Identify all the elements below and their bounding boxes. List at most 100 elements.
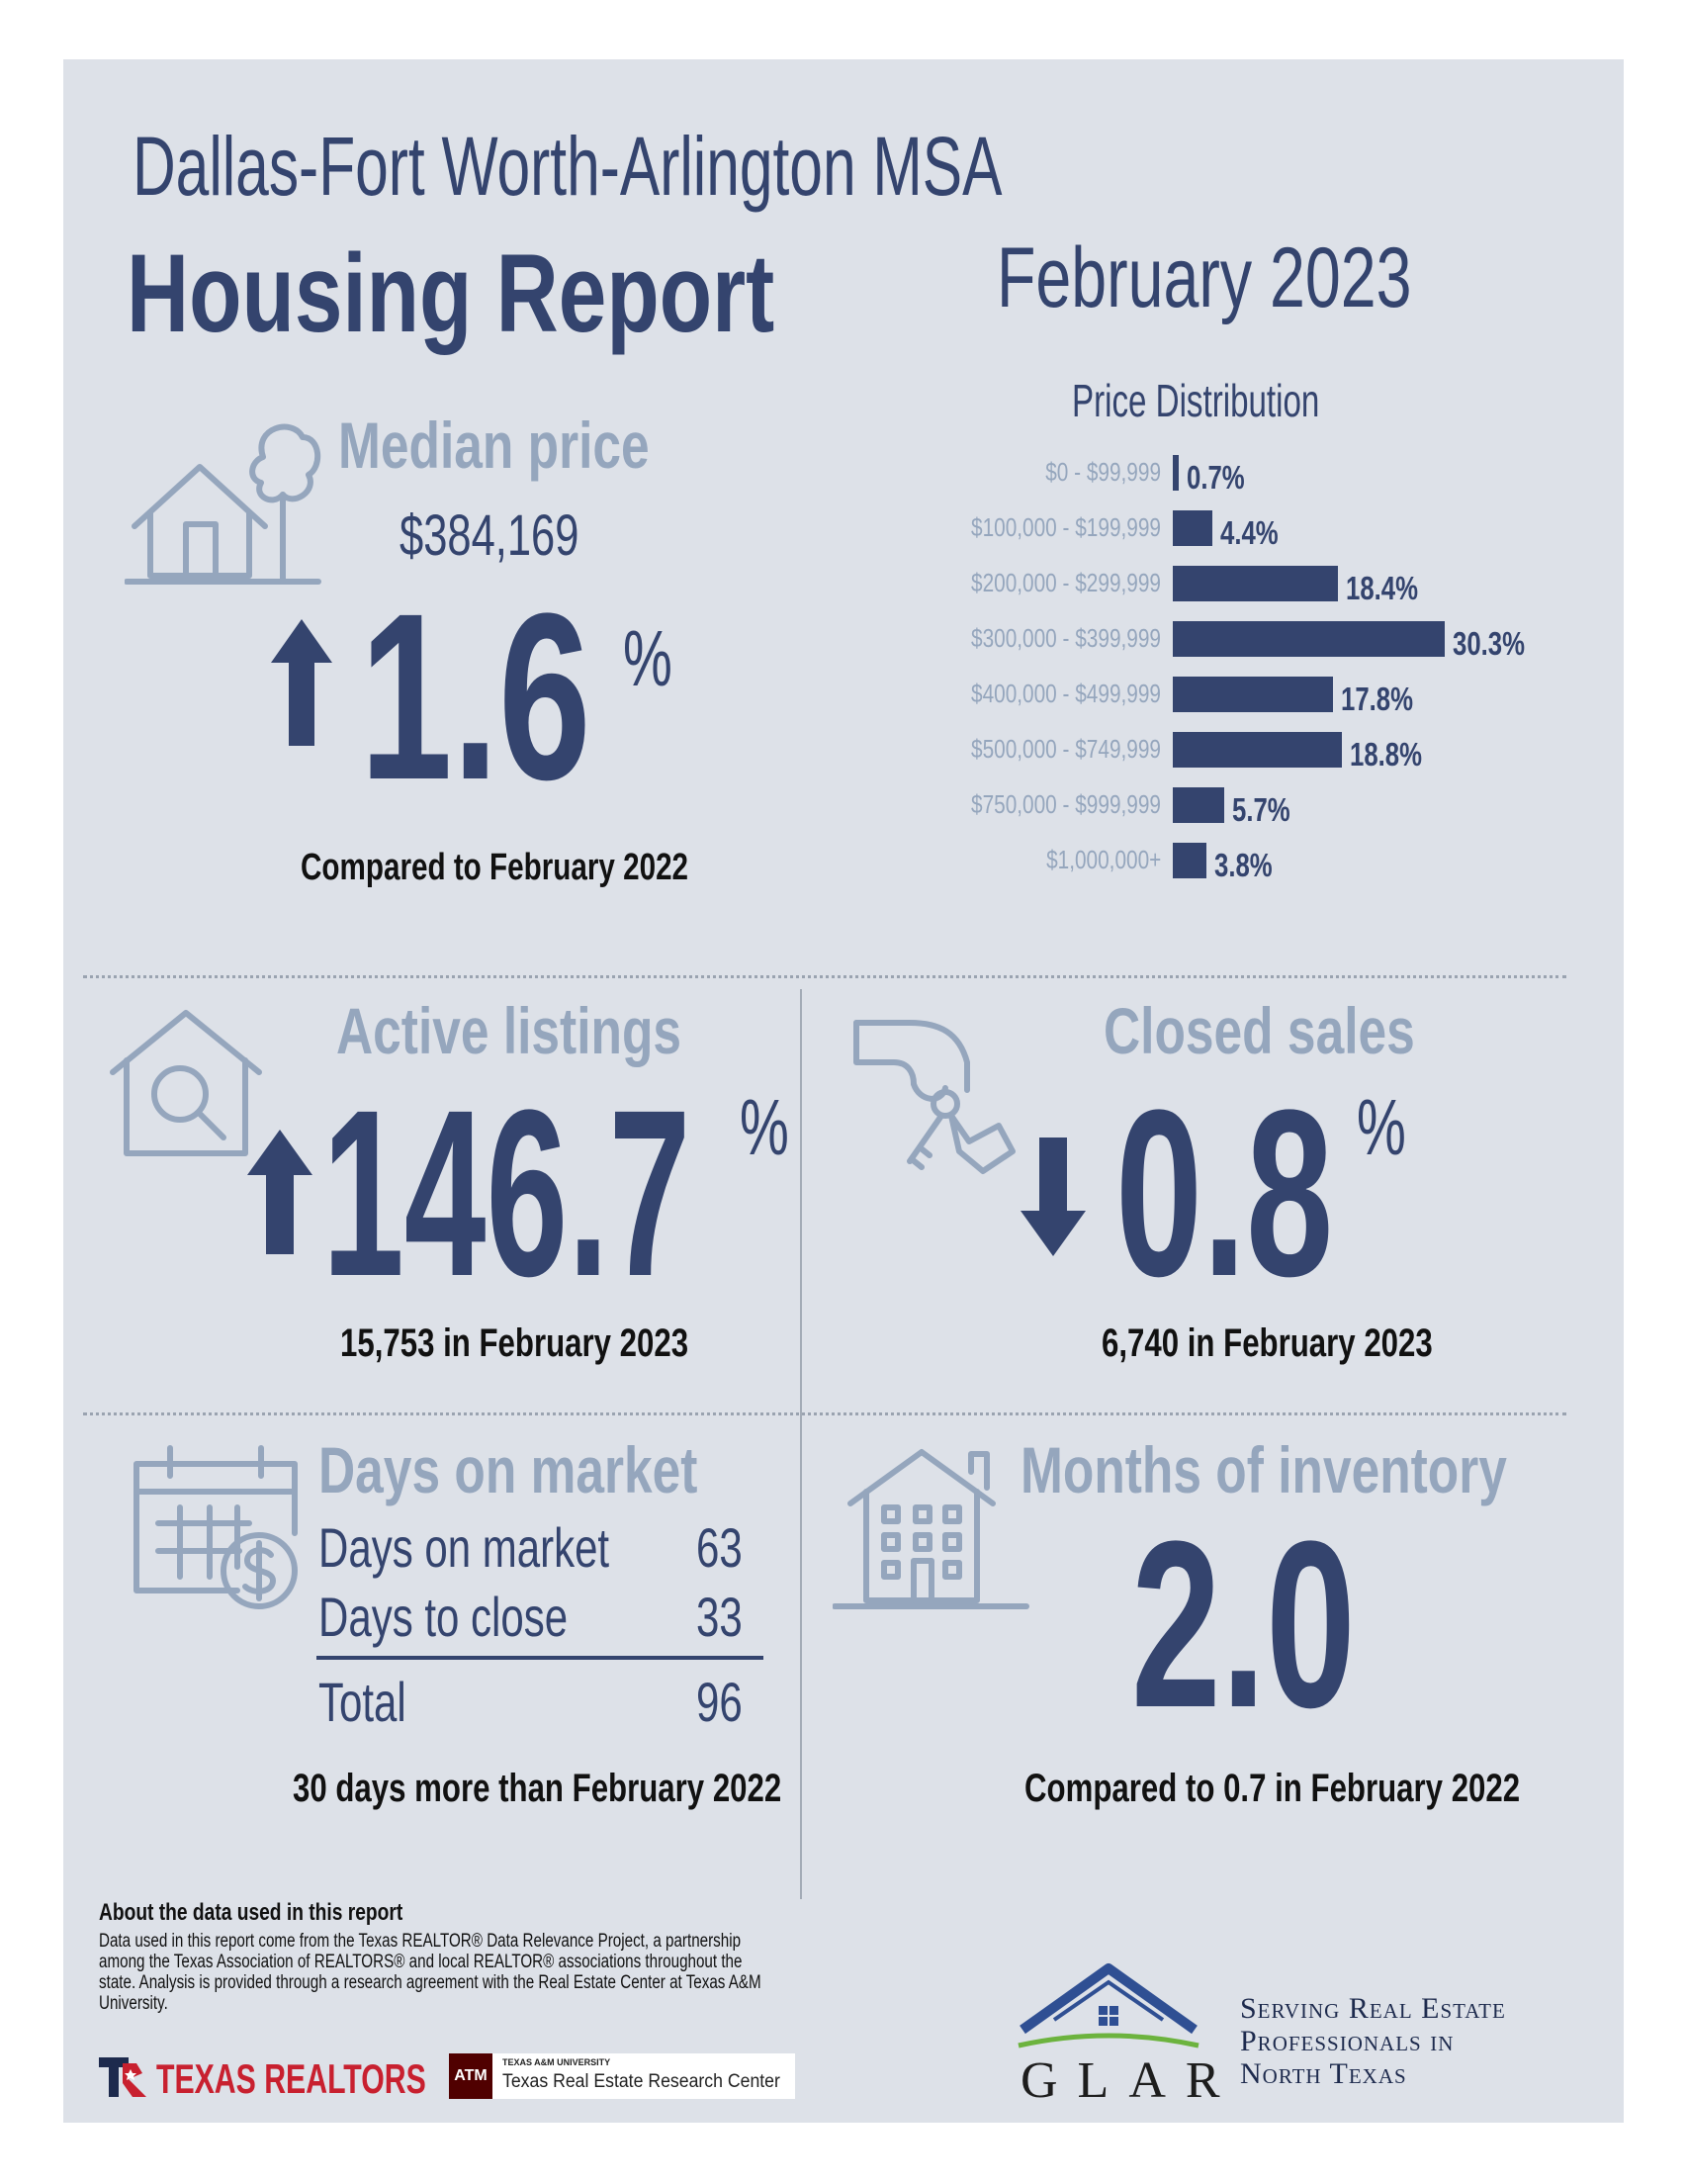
median-price-label: Median price <box>338 409 650 482</box>
report-title: Housing Report <box>127 231 775 355</box>
price-bar-value: 30.3% <box>1453 625 1525 662</box>
price-category-label: $1,000,000+ <box>1045 845 1161 874</box>
dom-label-wrap: Days on market <box>318 1432 805 1507</box>
about-text: Data used in this report come from the T… <box>99 1931 761 2014</box>
price-category-label: $200,000 - $299,999 <box>971 568 1161 597</box>
price-bar-value: 5.7% <box>1231 791 1290 828</box>
active-unit-wrap: % <box>740 1082 810 1173</box>
price-category-label: $0 - $99,999 <box>1045 457 1161 487</box>
about-title: About the data used in this report <box>99 1899 403 1926</box>
dom-row-1-value-wrap: 63 <box>696 1515 757 1580</box>
glar-tagline-line: Serving Real Estate <box>1240 1992 1506 2025</box>
price-bar <box>1173 677 1333 712</box>
price-category-label: $400,000 - $499,999 <box>971 679 1161 708</box>
active-label-wrap: Active listings <box>336 993 778 1068</box>
house-tree-icon <box>125 417 322 586</box>
chart-title: Price Distribution <box>1072 375 1320 426</box>
median-note: Compared to February 2022 <box>301 847 689 888</box>
median-change-value: 1.6 <box>360 564 591 829</box>
active-listings-label: Active listings <box>336 994 682 1067</box>
region-title: Dallas-Fort Worth-Arlington MSA <box>133 120 1003 213</box>
median-unit-wrap: % <box>623 613 693 704</box>
divider-top <box>83 975 1566 978</box>
texas-realtors-wordmark: TEXAS REALTORS <box>156 2055 426 2102</box>
price-bar <box>1173 732 1342 768</box>
calendar-dollar-icon <box>131 1444 309 1622</box>
price-distribution-chart: $0 - $99,999 0.7% $100,000 - $199,999 4.4% $… <box>607 455 1596 950</box>
arrow-down-icon <box>1021 1138 1086 1256</box>
glar-tagline: Serving Real Estate Professionals in Nor… <box>1240 1992 1506 2090</box>
price-bar-value: 17.8% <box>1340 681 1413 717</box>
arrow-up-icon <box>271 619 332 746</box>
active-listings-unit: % <box>740 1083 789 1171</box>
closed-unit-wrap: % <box>1357 1082 1427 1173</box>
active-arrow-up-icon <box>247 1130 312 1254</box>
price-bar-value: 4.4% <box>1219 514 1279 551</box>
closed-note-wrap: 6,740 in February 2023 <box>1102 1321 1526 1366</box>
median-price-value: $384,169 <box>400 503 579 568</box>
price-bar <box>1173 566 1338 601</box>
price-bar <box>1173 621 1445 657</box>
active-listings-change: 146.7 <box>322 1060 691 1325</box>
closed-sales-unit: % <box>1357 1083 1406 1171</box>
dom-total-rule <box>316 1656 763 1660</box>
glar-tagline-line: North Texas <box>1240 2057 1407 2090</box>
glar-tagline-line: Professionals in <box>1240 2025 1455 2057</box>
moi-value-wrap: 2.0 <box>1131 1505 1462 1743</box>
tamu-logo: ATM <box>449 2053 492 2099</box>
closed-label-wrap: Closed sales <box>1104 993 1503 1068</box>
price-category-label: $750,000 - $999,999 <box>971 789 1161 819</box>
median-value-wrap: $384,169 <box>400 502 639 569</box>
price-bar-value: 3.8% <box>1214 847 1274 883</box>
report-period: February 2023 <box>997 230 1412 325</box>
median-note-wrap: Compared to February 2022 <box>301 847 798 889</box>
dom-row-label: Days on market <box>318 1516 610 1579</box>
report-title-wrap: Housing Report <box>127 229 957 357</box>
closed-change-wrap: 0.8 <box>1115 1074 1446 1312</box>
price-bar-value: 18.8% <box>1349 736 1422 773</box>
dom-total-label-wrap: Total <box>318 1670 435 1734</box>
dom-row-2-value-wrap: 33 <box>696 1585 757 1649</box>
tamu-badge: ATM TEXAS A&M UNIVERSITY Texas Real Esta… <box>449 2053 795 2099</box>
price-bar <box>1173 843 1207 878</box>
price-category-label: $500,000 - $749,999 <box>971 734 1161 764</box>
period-wrap: February 2023 <box>997 229 1550 327</box>
texas-realtors-text-wrap: TEXAS REALTORS <box>156 2055 531 2103</box>
days-on-market-label: Days on market <box>318 1433 698 1506</box>
closed-sales-label: Closed sales <box>1104 994 1415 1067</box>
median-label-wrap: Median price <box>338 408 737 483</box>
closed-sales-change: 0.8 <box>1115 1060 1334 1325</box>
dom-total-label: Total <box>318 1671 406 1733</box>
days-to-close-label: Days to close <box>318 1586 569 1648</box>
glar-wordmark: GLAR <box>1021 2052 1240 2109</box>
active-listings-note: 15,753 in February 2023 <box>340 1321 689 1365</box>
moi-label-wrap: Months of inventory <box>1021 1432 1644 1507</box>
price-category-label: $100,000 - $199,999 <box>971 512 1161 542</box>
dom-row-value: 63 <box>696 1516 743 1579</box>
report-panel: Dallas-Fort Worth-Arlington MSA Housing … <box>63 59 1624 2123</box>
closed-sales-note: 6,740 in February 2023 <box>1102 1321 1433 1365</box>
months-inventory-note: Compared to 0.7 in February 2022 <box>1024 1767 1521 1810</box>
median-change-wrap: 1.6 <box>360 578 690 815</box>
about-text-wrap: Data used in this report come from the T… <box>99 1931 791 2014</box>
about-title-wrap: About the data used in this report <box>99 1899 479 1927</box>
moi-note-wrap: Compared to 0.7 in February 2022 <box>1024 1767 1659 1811</box>
dom-total-value: 96 <box>696 1671 743 1733</box>
dom-note-wrap: 30 days more than February 2022 <box>293 1767 920 1811</box>
dom-row-1-label-wrap: Days on market <box>318 1515 706 1580</box>
glar-roof-icon <box>1015 1960 1202 2049</box>
chart-title-wrap: Price Distribution <box>1072 374 1416 427</box>
price-bar-value: 0.7% <box>1187 459 1246 496</box>
tamu-small-text: TEXAS A&M UNIVERSITY <box>502 2057 611 2067</box>
region-title-wrap: Dallas-Fort Worth-Arlington MSA <box>133 119 1340 215</box>
price-bar <box>1173 787 1224 823</box>
months-inventory-value: 2.0 <box>1131 1492 1356 1757</box>
price-bar-value: 18.4% <box>1345 570 1418 606</box>
median-change-unit: % <box>623 614 672 702</box>
divider-vertical <box>800 989 802 1899</box>
texas-realtors-logo <box>99 2055 150 2099</box>
hand-key-icon <box>850 1013 1019 1191</box>
dom-row-2-label-wrap: Days to close <box>318 1585 651 1649</box>
active-note-wrap: 15,753 in February 2023 <box>340 1321 786 1366</box>
building-icon <box>833 1444 1030 1612</box>
